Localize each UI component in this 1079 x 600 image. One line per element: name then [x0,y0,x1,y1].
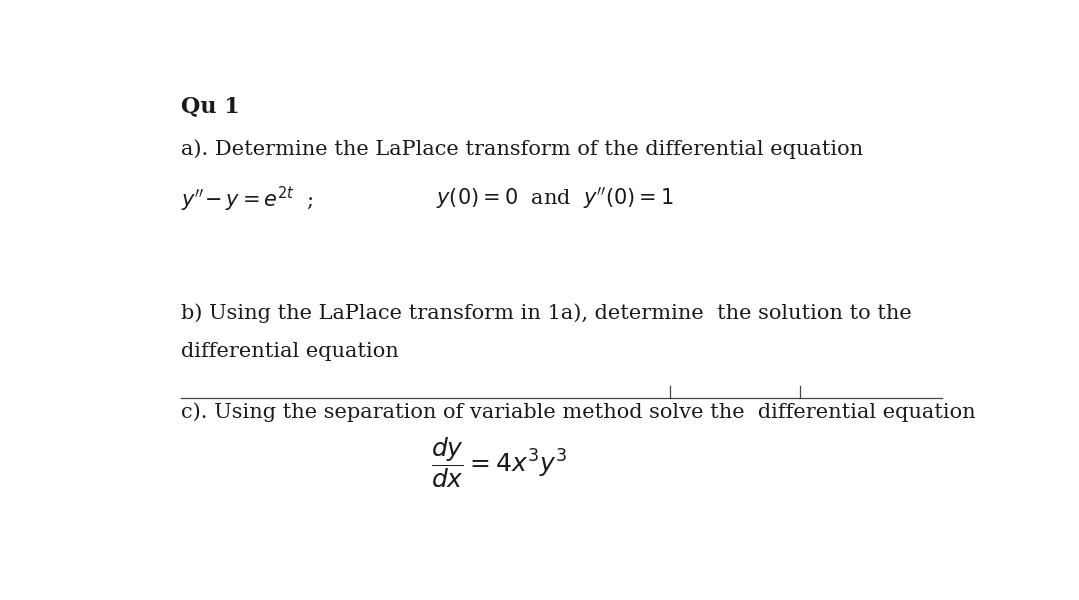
Text: $y(0)=0$  and  $y''(0)=1$: $y(0)=0$ and $y''(0)=1$ [436,185,673,211]
Text: a). Determine the LaPlace transform of the differential equation: a). Determine the LaPlace transform of t… [181,139,863,158]
Text: Qu 1: Qu 1 [181,95,240,117]
Text: c). Using the separation of variable method solve the  differential equation: c). Using the separation of variable met… [181,403,975,422]
Text: $y''\!-y=e^{2t}$  ;: $y''\!-y=e^{2t}$ ; [181,185,313,214]
Text: differential equation: differential equation [181,342,398,361]
Text: b) Using the LaPlace transform in 1a), determine  the solution to the: b) Using the LaPlace transform in 1a), d… [181,303,912,323]
Text: $\dfrac{dy}{dx} = 4x^3y^3$: $\dfrac{dy}{dx} = 4x^3y^3$ [431,435,566,490]
